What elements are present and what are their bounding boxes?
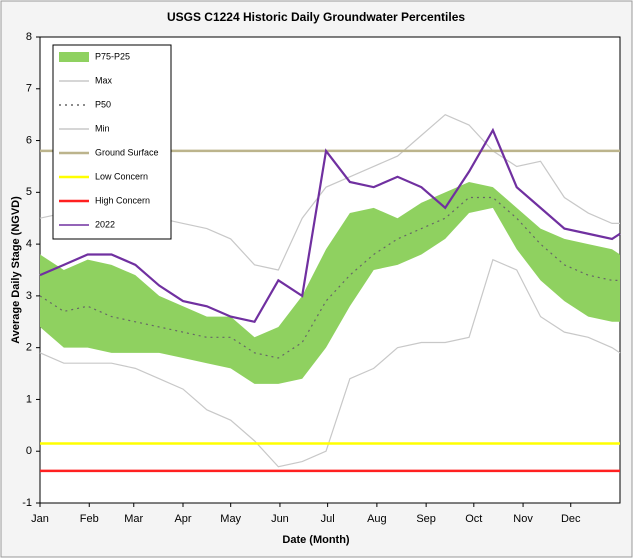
x-axis-label: Date (Month): [282, 534, 350, 546]
percentile-band: [40, 181, 620, 384]
x-tick-label: Nov: [513, 513, 533, 525]
y-tick-label: 1: [26, 393, 32, 405]
y-tick-label: 5: [26, 186, 32, 198]
legend-label: P50: [95, 99, 111, 109]
legend-box: [52, 44, 172, 240]
x-tick-label: Sep: [416, 513, 436, 525]
legend-label: P75-P25: [95, 51, 130, 61]
x-tick-label: Apr: [174, 513, 191, 525]
series-line: [39, 258, 621, 468]
legend-label: 2022: [95, 219, 115, 229]
x-tick-label: Aug: [367, 513, 387, 525]
x-tick-label: Oct: [465, 513, 482, 525]
x-tick-label: Jun: [271, 513, 289, 525]
legend-label: Max: [95, 75, 113, 85]
x-tick-label: May: [220, 513, 241, 525]
x-tick-label: Feb: [80, 513, 99, 525]
y-tick-label: 6: [26, 134, 32, 146]
legend-swatch: [59, 52, 89, 62]
legend-label: Ground Surface: [95, 147, 159, 157]
y-tick-label: 4: [26, 238, 32, 250]
y-tick-label: 7: [26, 83, 32, 95]
legend-label: Low Concern: [95, 171, 148, 181]
series-line: [39, 127, 621, 324]
y-tick-label: 3: [26, 290, 32, 302]
chart-title: USGS C1224 Historic Daily Groundwater Pe…: [167, 10, 465, 24]
x-tick-label: Mar: [124, 513, 143, 525]
y-tick-label: 2: [26, 342, 32, 354]
y-tick-label: -1: [22, 497, 32, 509]
y-tick-label: 0: [26, 445, 32, 457]
legend-label: High Concern: [95, 195, 150, 205]
x-tick-label: Jan: [31, 513, 49, 525]
legend-label: Min: [95, 123, 110, 133]
y-axis-label: Average Daily Stage (NGVD): [10, 196, 22, 344]
y-tick-label: 8: [26, 31, 32, 43]
x-tick-label: Dec: [561, 513, 581, 525]
x-tick-label: Jul: [321, 513, 335, 525]
